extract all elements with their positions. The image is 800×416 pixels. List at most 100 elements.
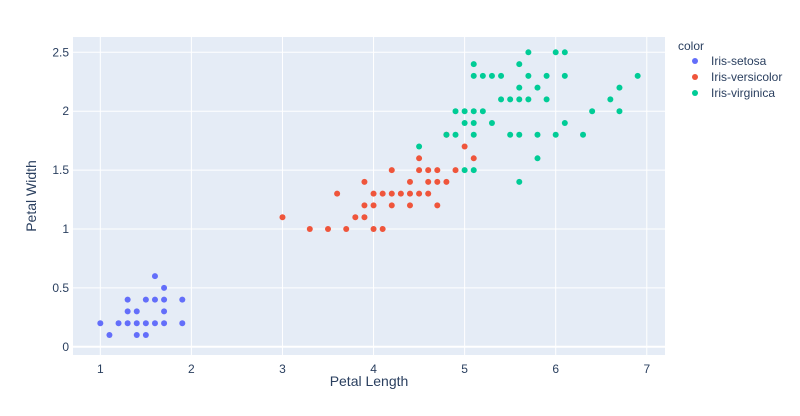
data-point[interactable] xyxy=(479,108,486,115)
data-point[interactable] xyxy=(124,296,131,303)
data-point[interactable] xyxy=(616,84,623,91)
data-point[interactable] xyxy=(470,155,477,162)
data-point[interactable] xyxy=(516,178,523,185)
data-point[interactable] xyxy=(470,61,477,68)
data-point[interactable] xyxy=(425,190,432,197)
data-point[interactable] xyxy=(525,49,532,56)
data-point[interactable] xyxy=(279,214,286,221)
data-point[interactable] xyxy=(306,225,313,232)
data-point[interactable] xyxy=(388,202,395,209)
data-point[interactable] xyxy=(434,167,441,174)
data-point[interactable] xyxy=(416,143,423,150)
data-point[interactable] xyxy=(334,190,341,197)
data-point[interactable] xyxy=(561,119,568,126)
data-point[interactable] xyxy=(470,131,477,138)
data-point[interactable] xyxy=(133,331,140,338)
data-point[interactable] xyxy=(461,119,468,126)
legend-items[interactable]: Iris-setosa Iris-versicolor Iris-virginica xyxy=(692,54,782,100)
legend-item[interactable]: Iris-setosa xyxy=(692,54,767,68)
data-point[interactable] xyxy=(425,167,432,174)
data-point[interactable] xyxy=(161,296,168,303)
data-point[interactable] xyxy=(470,167,477,174)
data-point[interactable] xyxy=(634,72,641,79)
data-point[interactable] xyxy=(161,320,168,327)
data-point[interactable] xyxy=(434,178,441,185)
data-point[interactable] xyxy=(370,225,377,232)
data-point[interactable] xyxy=(543,72,550,79)
data-point[interactable] xyxy=(151,296,158,303)
data-point[interactable] xyxy=(516,61,523,68)
data-point[interactable] xyxy=(479,72,486,79)
data-point[interactable] xyxy=(124,320,131,327)
data-point[interactable] xyxy=(361,178,368,185)
data-point[interactable] xyxy=(425,178,432,185)
data-point[interactable] xyxy=(461,143,468,150)
data-point[interactable] xyxy=(179,320,186,327)
data-point[interactable] xyxy=(388,190,395,197)
legend-item[interactable]: Iris-versicolor xyxy=(692,70,782,84)
data-point[interactable] xyxy=(361,202,368,209)
data-point[interactable] xyxy=(607,96,614,103)
data-point[interactable] xyxy=(516,96,523,103)
data-point[interactable] xyxy=(379,225,386,232)
data-point[interactable] xyxy=(516,131,523,138)
data-point[interactable] xyxy=(106,331,113,338)
data-point[interactable] xyxy=(142,320,149,327)
data-point[interactable] xyxy=(406,190,413,197)
data-point[interactable] xyxy=(133,308,140,315)
data-point[interactable] xyxy=(406,178,413,185)
data-point[interactable] xyxy=(179,296,186,303)
data-point[interactable] xyxy=(498,96,505,103)
data-point[interactable] xyxy=(616,108,623,115)
data-point[interactable] xyxy=(133,320,140,327)
data-point[interactable] xyxy=(161,308,168,315)
data-point[interactable] xyxy=(552,49,559,56)
data-point[interactable] xyxy=(461,167,468,174)
data-point[interactable] xyxy=(525,96,532,103)
data-point[interactable] xyxy=(343,225,350,232)
data-point[interactable] xyxy=(561,72,568,79)
data-point[interactable] xyxy=(488,72,495,79)
data-point[interactable] xyxy=(580,131,587,138)
data-point[interactable] xyxy=(507,131,514,138)
data-point[interactable] xyxy=(388,167,395,174)
data-point[interactable] xyxy=(142,296,149,303)
data-point[interactable] xyxy=(379,190,386,197)
data-point[interactable] xyxy=(507,96,514,103)
data-point[interactable] xyxy=(525,72,532,79)
data-point[interactable] xyxy=(488,119,495,126)
data-point[interactable] xyxy=(361,214,368,221)
data-point[interactable] xyxy=(397,190,404,197)
data-point[interactable] xyxy=(452,131,459,138)
data-point[interactable] xyxy=(543,96,550,103)
data-point[interactable] xyxy=(470,108,477,115)
data-point[interactable] xyxy=(470,72,477,79)
data-point[interactable] xyxy=(124,308,131,315)
data-point[interactable] xyxy=(161,284,168,291)
data-point[interactable] xyxy=(416,155,423,162)
data-point[interactable] xyxy=(516,84,523,91)
data-point[interactable] xyxy=(325,225,332,232)
data-point[interactable] xyxy=(534,131,541,138)
data-point[interactable] xyxy=(416,190,423,197)
data-point[interactable] xyxy=(434,202,441,209)
data-point[interactable] xyxy=(151,273,158,280)
data-point[interactable] xyxy=(452,167,459,174)
data-point[interactable] xyxy=(406,202,413,209)
data-point[interactable] xyxy=(443,178,450,185)
data-point[interactable] xyxy=(142,331,149,338)
data-point[interactable] xyxy=(115,320,122,327)
data-point[interactable] xyxy=(452,108,459,115)
data-point[interactable] xyxy=(589,108,596,115)
data-point[interactable] xyxy=(561,49,568,56)
data-point[interactable] xyxy=(370,190,377,197)
data-point[interactable] xyxy=(534,84,541,91)
legend-item[interactable]: Iris-virginica xyxy=(692,86,775,100)
legend[interactable]: color Iris-setosa Iris-versicolor Iris-vir… xyxy=(678,39,782,100)
data-point[interactable] xyxy=(552,131,559,138)
data-point[interactable] xyxy=(370,202,377,209)
data-point[interactable] xyxy=(443,131,450,138)
data-point[interactable] xyxy=(352,214,359,221)
data-point[interactable] xyxy=(416,167,423,174)
data-point[interactable] xyxy=(151,320,158,327)
